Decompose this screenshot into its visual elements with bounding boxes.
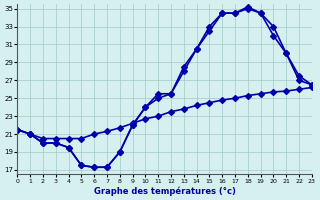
X-axis label: Graphe des températures (°c): Graphe des températures (°c) xyxy=(94,186,236,196)
